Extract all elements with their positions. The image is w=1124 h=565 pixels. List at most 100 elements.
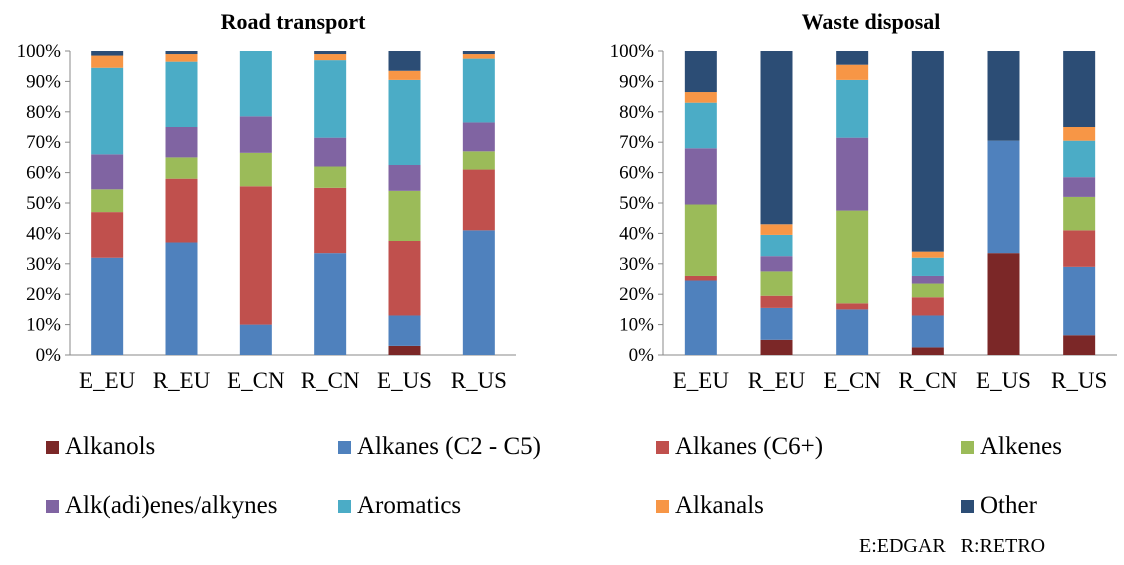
bar-segment-alkanols-r-eu [760,339,793,355]
bar-segment-alkanols-r-cn [911,347,944,355]
bar-segment-aromatics-r-eu [760,234,793,257]
legend-label: Aromatics [357,492,462,519]
y-tick-label: 90% [26,71,61,92]
bar-segment-alk-adi-enes-alkynes-e-eu [91,154,124,190]
x-tick-label: E_US [377,368,432,393]
source-note: E:EDGAR R:RETRO [859,535,1046,557]
legend-item-alkanols: Alkanols [46,433,155,461]
bar-segment-other-e-us [987,51,1020,141]
bar-segment-alkanes-c6-e-eu [91,212,124,258]
y-tick-label: 20% [619,284,654,305]
bar-segment-alkanals-r-eu [760,224,793,235]
bar-segment-alkanes-c6-e-eu [684,275,717,281]
bar-segment-alk-adi-enes-alkynes-r-eu [760,256,793,272]
bar-segment-aromatics-e-eu [91,67,124,155]
legend-label: Alkanes (C6+) [675,433,824,460]
bar-segment-alkanes-c2-c5-e-eu [684,280,717,355]
x-tick-label: E_US [976,368,1031,393]
bar-segment-aromatics-r-us [1063,140,1096,178]
bar-segment-alkanals-r-us [462,54,495,59]
legend-label: Alkanals [675,492,764,519]
bar-segment-alk-adi-enes-alkynes-r-us [1063,177,1096,197]
bar-segment-aromatics-e-us [388,79,421,165]
bar-segment-alkanes-c2-c5-r-eu [760,307,793,340]
bar-segment-alkanals-e-cn [836,64,869,80]
x-tick-label: R_EU [748,368,806,393]
bar-segment-alkanols-r-us [1063,335,1096,355]
bar-segment-alkanals-e-us [388,70,421,80]
bar-segment-other-r-cn [314,51,347,55]
legend-swatch-aromatics [338,499,351,513]
bar-segment-alkenes-r-cn [314,166,347,188]
legend-label: Alk(adi)enes/alkynes [65,492,278,519]
bar-segment-alkenes-e-eu [91,189,124,213]
chart-panel-road-transport: Road transport 0% 10% 20% 30% 40% 50% 60% 70% 80%… [17,9,516,393]
bar-segment-other-r-cn [911,51,944,252]
y-tick-label: 0% [629,345,655,366]
legend-swatch-alkanols [46,440,59,454]
legend-label: Alkanes (C2 - C5) [357,433,541,460]
bar-segment-alk-adi-enes-alkynes-e-cn [239,116,272,153]
legend-item-other: Other [961,492,1037,520]
legend-swatch-alkanals [656,499,669,513]
bar-segment-aromatics-e-eu [684,102,717,149]
legend-item-alkadienes-alkynes: Alk(adi)enes/alkynes [46,492,277,520]
x-tick-label: R_US [1051,368,1107,393]
bar-segment-alkenes-e-cn [836,210,869,304]
bar-segment-alk-adi-enes-alkynes-e-cn [836,137,869,211]
chart-title: Waste disposal [802,9,941,34]
y-tick-label: 40% [26,223,61,244]
bar-segment-aromatics-e-cn [836,79,869,138]
bar-segment-other-r-eu [760,51,793,225]
bar-segment-alkanes-c6-r-us [1063,230,1096,267]
bar-segment-other-r-eu [165,51,198,55]
bar-segment-alkanals-r-cn [911,251,944,258]
x-tick-label: R_CN [301,368,360,393]
y-tick-label: 80% [26,102,61,123]
x-tick-label: E_EU [673,368,730,393]
y-tick-label: 30% [26,254,61,275]
bar-segment-alkenes-r-eu [760,271,793,296]
bar-segment-alkanes-c2-c5-r-eu [165,242,198,355]
bar-segment-alkenes-e-cn [239,152,272,187]
y-tick-label: 60% [619,163,654,184]
bar-segment-alkanals-r-cn [314,54,347,61]
y-tick-label: 10% [619,315,654,336]
bar-segment-alkanes-c2-c5-e-us [987,140,1020,254]
bar-segment-other-e-eu [684,51,717,93]
bar-segment-alkanes-c6-r-cn [314,187,347,254]
bar-segment-alkenes-r-us [1063,196,1096,231]
chart-panel-waste-disposal: Waste disposal 0% 10% 20% 30% 40% 50% 60% 70% 80%… [610,9,1117,393]
bar-segment-alkenes-e-us [388,190,421,241]
x-tick-label: E_EU [79,368,136,393]
legend-swatch-alkenes [961,440,974,454]
y-tick-label: 50% [26,193,61,214]
legend-swatch-alkanes-c2-c5 [338,440,351,454]
bar-segment-alkanes-c2-c5-e-cn [836,309,869,355]
bar-segment-alk-adi-enes-alkynes-r-eu [165,127,198,158]
bar-segment-other-e-us [388,51,421,71]
bar-segment-alk-adi-enes-alkynes-r-cn [911,275,944,284]
bar-segment-aromatics-r-us [462,58,495,123]
legend-label: Other [980,492,1037,519]
bar-segment-alk-adi-enes-alkynes-r-cn [314,137,347,167]
bar-segment-aromatics-r-cn [314,60,347,138]
y-tick-label: 70% [26,132,61,153]
bar-segment-alkanes-c6-r-cn [911,297,944,316]
bar-segment-other-r-us [462,51,495,55]
bar-segment-alkanes-c2-c5-e-cn [239,324,272,355]
bar-segment-alkanols-e-us [987,253,1020,355]
bar-segment-alk-adi-enes-alkynes-e-us [388,165,421,191]
bar-segment-aromatics-e-cn [239,51,272,117]
x-tick-label: E_CN [823,368,881,393]
legend-item-alkanes-c2-c5: Alkanes (C2 - C5) [338,433,541,461]
y-tick-label: 10% [26,315,61,336]
bar-segment-alkanes-c2-c5-r-cn [314,253,347,355]
x-tick-label: R_CN [898,368,957,393]
legend-swatch-other [961,499,974,513]
bar-segment-alkanes-c6-r-eu [165,178,198,243]
bar-segment-alkanes-c6-e-us [388,241,421,316]
y-tick-label: 30% [619,254,654,275]
x-tick-label: E_CN [227,368,285,393]
bar-segment-alkanes-c6-r-us [462,169,495,231]
